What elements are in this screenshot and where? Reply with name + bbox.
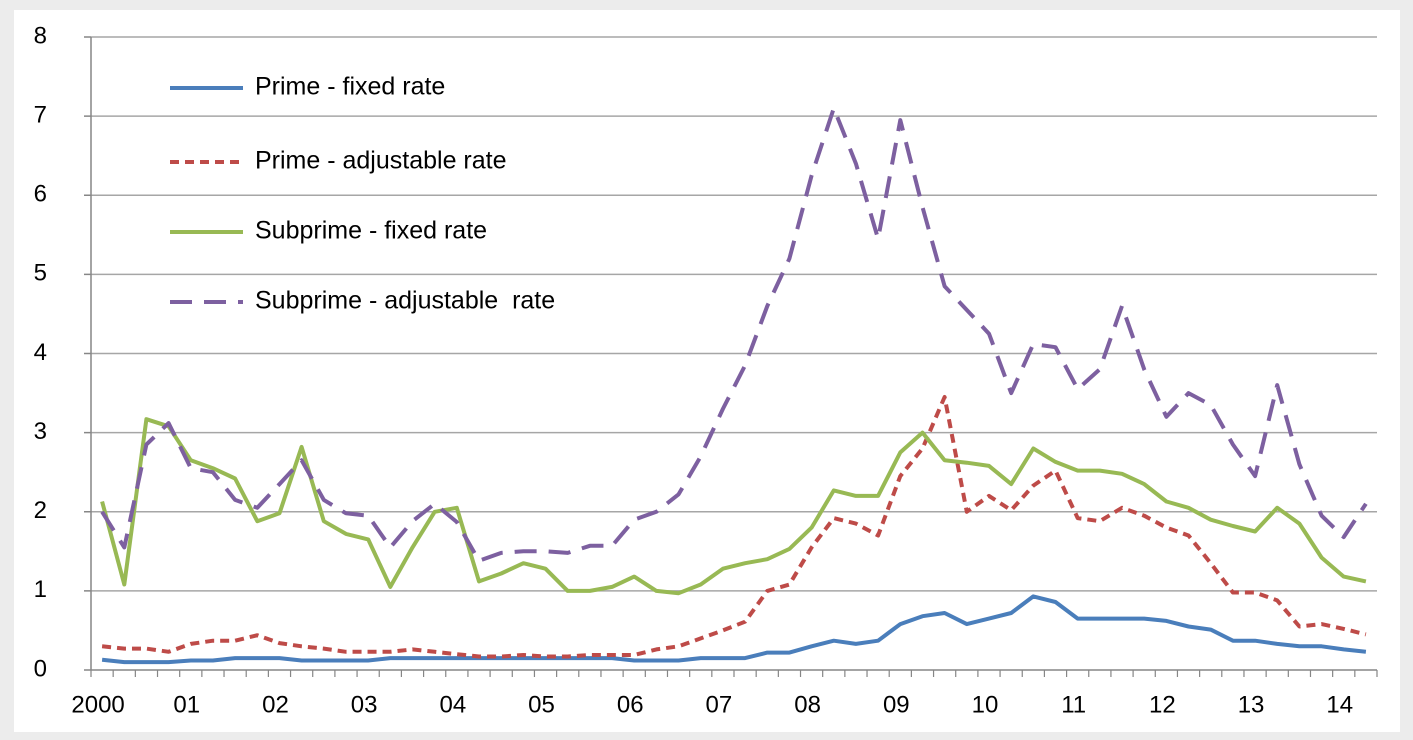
x-tick-label: 12 [1149, 691, 1176, 718]
legend-label: Subprime - fixed rate [255, 217, 487, 245]
x-tick-label: 13 [1238, 691, 1265, 718]
legend-label: Prime - adjustable rate [255, 147, 507, 175]
x-tick-label: 03 [351, 691, 378, 718]
series-line [101, 395, 1367, 659]
x-tick-label: 05 [528, 691, 555, 718]
y-tick-label: 0 [34, 655, 47, 682]
y-tick-label: 5 [34, 260, 47, 287]
x-tick-label: 04 [439, 691, 466, 718]
x-tick-label: 2000 [71, 691, 124, 718]
series-line [100, 106, 1368, 563]
y-tick-label: 6 [34, 181, 47, 208]
x-tick-label: 11 [1061, 691, 1086, 718]
y-tick-label: 4 [34, 339, 47, 366]
y-tick-label: 7 [34, 101, 47, 128]
x-tick-label: 02 [262, 691, 289, 718]
y-tick-label: 8 [34, 22, 47, 49]
x-tick-label: 14 [1326, 691, 1353, 718]
y-tick-label: 1 [34, 576, 47, 603]
series-line [101, 594, 1367, 665]
series-line [100, 417, 1367, 596]
x-tick-label: 01 [173, 691, 200, 718]
chart-background [14, 10, 1400, 732]
x-tick-label: 07 [706, 691, 733, 718]
x-tick-label: 10 [972, 691, 999, 718]
x-tick-label: 08 [794, 691, 821, 718]
x-tick-label: 06 [617, 691, 644, 718]
legend-label: Prime - fixed rate [255, 73, 445, 101]
x-tick-label: 09 [883, 691, 910, 718]
y-tick-label: 3 [34, 418, 47, 445]
y-tick-label: 2 [34, 497, 47, 524]
legend-label: Subprime - adjustable rate [255, 287, 555, 315]
